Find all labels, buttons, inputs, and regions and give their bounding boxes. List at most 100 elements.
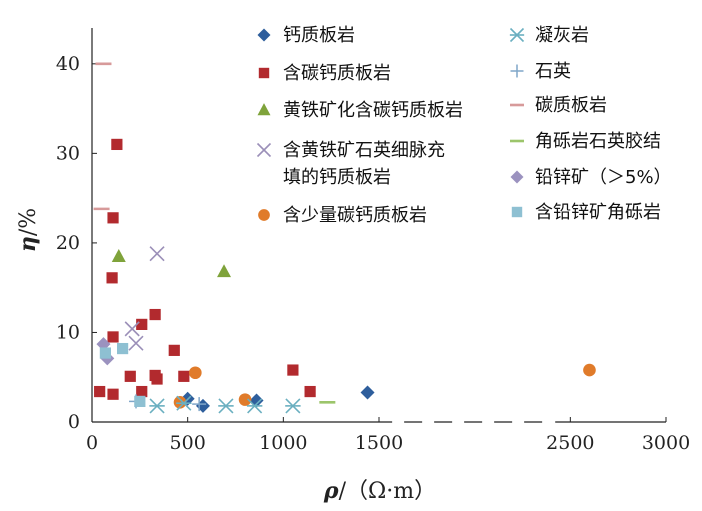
legend-marker xyxy=(257,28,271,42)
y-axis-symbol: η xyxy=(15,236,41,252)
data-point xyxy=(94,385,106,398)
legend-marker xyxy=(509,27,525,43)
series-5 xyxy=(149,395,301,414)
data-point xyxy=(106,272,118,284)
y-tick-label: 40 xyxy=(56,53,80,75)
data-point xyxy=(136,385,148,398)
data-point xyxy=(192,397,207,412)
legend-item: 含碳钙质板岩 xyxy=(258,63,391,84)
ticks: 0 500 1000 1500 2500 3000 0 10 20 30 40 xyxy=(56,53,690,454)
legend-label: 黄铁矿化含碳钙质板岩 xyxy=(283,100,463,121)
x-tick-label: 500 xyxy=(170,432,206,454)
legend-label: 碳质板岩 xyxy=(535,95,607,116)
x-tick-label: 3000 xyxy=(642,432,690,454)
data-point xyxy=(107,331,119,343)
legend-marker xyxy=(258,67,270,79)
legend-label: 含黄铁矿石英细脉充 xyxy=(283,140,445,161)
x-axis-unit: /（Ω·m） xyxy=(339,479,437,504)
data-point xyxy=(99,347,111,359)
legend-item: 石英 xyxy=(510,61,571,82)
data-point-stroke xyxy=(149,246,165,262)
data-point xyxy=(149,308,161,321)
x-tick-label: 1000 xyxy=(259,432,307,454)
legend-marker xyxy=(510,64,524,78)
series-0 xyxy=(180,385,375,413)
data-point xyxy=(304,385,316,398)
y-axis-title: η/% xyxy=(15,208,41,252)
legend-label: 钙质板岩 xyxy=(283,25,355,46)
data-point xyxy=(111,248,126,262)
data-point xyxy=(218,398,234,414)
data-point xyxy=(176,395,192,411)
legend-item: 含少量碳钙质板岩 xyxy=(258,205,427,226)
data-point xyxy=(583,363,596,377)
data-point xyxy=(151,373,163,385)
data-point xyxy=(111,138,123,151)
legend-label: 含少量碳钙质板岩 xyxy=(283,205,427,226)
x-axis-symbol: ρ xyxy=(323,478,339,504)
data-point xyxy=(178,370,190,382)
data-point xyxy=(217,264,232,278)
series-3 xyxy=(124,246,165,351)
data-point xyxy=(238,393,252,406)
x-tick-label: 1500 xyxy=(355,432,403,454)
legend-label: 凝灰岩 xyxy=(535,25,589,46)
data-point xyxy=(128,335,144,351)
legend-label: 含铅锌矿角砾岩 xyxy=(535,202,661,223)
legend: 钙质板岩含碳钙质板岩黄铁矿化含碳钙质板岩含黄铁矿石英细脉充填的钙质板岩含少量碳钙… xyxy=(256,25,672,226)
series-1 xyxy=(94,138,316,400)
data-point xyxy=(117,342,129,355)
x-tick-label: 2500 xyxy=(546,432,594,454)
y-axis-unit: /% xyxy=(16,208,41,236)
y-tick-label: 10 xyxy=(56,321,80,343)
data-point xyxy=(149,398,165,414)
data-point xyxy=(134,395,146,408)
data-point xyxy=(285,398,301,414)
legend-item: 碳质板岩 xyxy=(510,95,607,116)
data-point xyxy=(173,396,187,409)
x-tick-label: 0 xyxy=(86,432,98,454)
data-point xyxy=(136,318,148,330)
data-point xyxy=(246,398,263,414)
legend-item: 角砾岩石英胶结 xyxy=(510,131,661,152)
y-tick-label: 30 xyxy=(56,142,80,164)
data-point xyxy=(168,344,180,356)
series-4 xyxy=(173,363,596,409)
legend-item: 铅锌矿（＞5%） xyxy=(510,167,672,188)
legend-item: 钙质板岩 xyxy=(257,25,355,46)
x-axis-title: ρ/（Ω·m） xyxy=(323,478,436,504)
data-point xyxy=(195,398,210,413)
axes xyxy=(91,28,666,423)
data-point xyxy=(107,388,119,400)
legend-label: 铅锌矿（＞5%） xyxy=(535,167,672,188)
data-point xyxy=(189,366,202,380)
data-point xyxy=(124,321,140,337)
legend-marker xyxy=(257,103,271,116)
legend-label: 石英 xyxy=(535,61,571,82)
legend-label: 角砾岩石英胶结 xyxy=(535,131,661,152)
legend-marker xyxy=(510,170,524,184)
legend-marker xyxy=(256,142,272,158)
legend-item: 黄铁矿化含碳钙质板岩 xyxy=(257,100,463,121)
legend-marker xyxy=(258,209,270,221)
plot-area xyxy=(93,62,596,414)
series-10 xyxy=(99,342,146,408)
legend-marker-stroke xyxy=(256,142,272,158)
data-point xyxy=(124,370,136,382)
legend-item: 凝灰岩 xyxy=(509,25,589,46)
y-tick-label: 0 xyxy=(68,411,80,433)
data-point xyxy=(360,385,375,400)
data-point-stroke xyxy=(124,321,140,337)
y-tick-label: 20 xyxy=(56,232,80,254)
series-7 xyxy=(93,62,112,211)
legend-item: 含铅锌矿角砾岩 xyxy=(511,202,661,223)
legend-label: 含碳钙质板岩 xyxy=(283,63,391,84)
series-2 xyxy=(111,248,232,278)
legend-label: 填的钙质板岩 xyxy=(283,167,391,188)
data-point xyxy=(149,246,165,262)
data-point-stroke xyxy=(128,335,144,351)
data-point xyxy=(287,364,299,376)
legend-marker xyxy=(511,206,523,218)
